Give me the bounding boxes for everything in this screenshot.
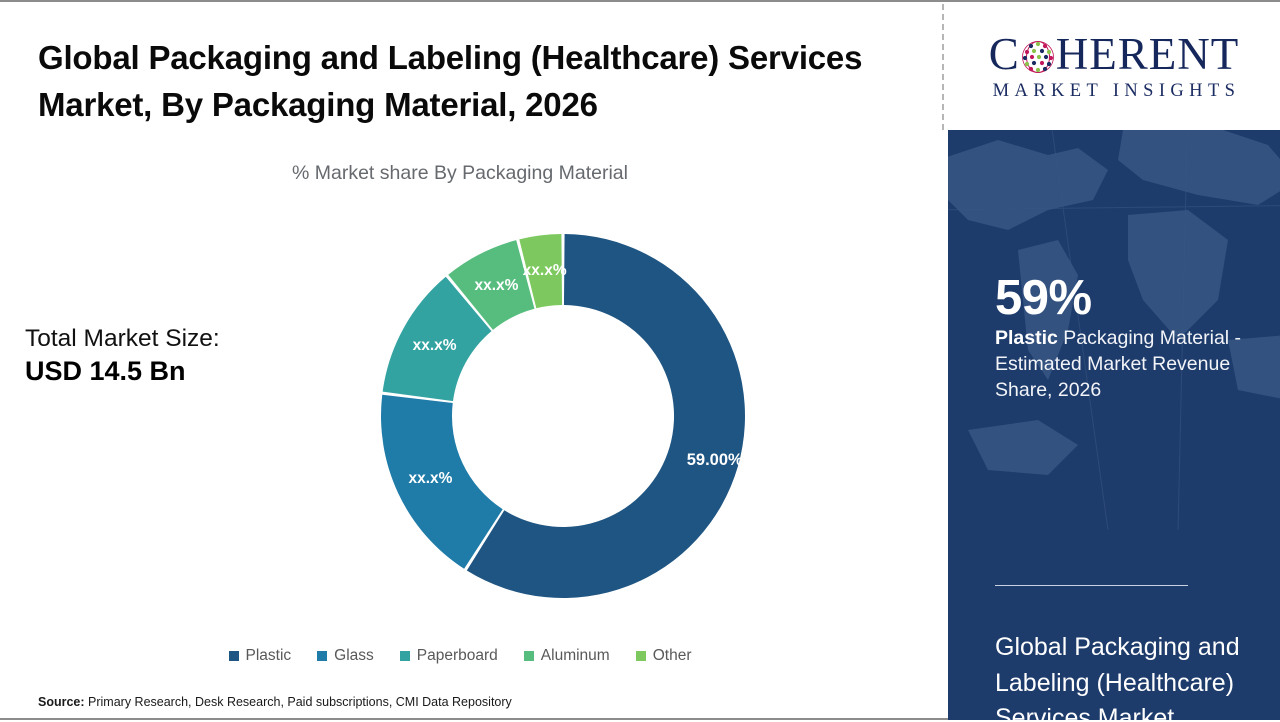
legend-label: Aluminum: [540, 647, 610, 664]
donut-slice-labels: 59.00%xx.x%xx.x%xx.x%xx.x%: [408, 262, 743, 487]
donut-slice-glass[interactable]: [381, 394, 503, 569]
legend-item-paperboard[interactable]: Paperboard: [399, 647, 498, 665]
donut-label-aluminum: xx.x%: [475, 277, 519, 294]
highlight-rule: [995, 585, 1188, 586]
donut-label-glass: xx.x%: [408, 470, 452, 487]
donut-label-other: xx.x%: [523, 262, 567, 279]
legend-swatch-plastic: [228, 651, 239, 661]
chart-subtitle: % Market share By Packaging Material: [292, 162, 628, 184]
legend-label: Plastic: [245, 647, 292, 664]
source-label: Source:: [38, 695, 85, 709]
highlight-description: Plastic Packaging Material - Estimated M…: [995, 326, 1257, 404]
legend-swatch-aluminum: [523, 651, 534, 661]
legend-item-other[interactable]: Other: [635, 647, 692, 665]
legend-swatch-glass: [317, 651, 328, 661]
world-map-texture: [948, 130, 1280, 530]
logo-tagline: MARKET INSIGHTS: [992, 81, 1241, 101]
donut-chart-svg: 59.00%xx.x%xx.x%xx.x%xx.x%: [381, 234, 745, 598]
highlight-panel: 59% Plastic Packaging Material - Estimat…: [948, 130, 1280, 720]
legend-label: Other: [652, 647, 692, 664]
source-note: Source: Primary Research, Desk Research,…: [38, 695, 512, 709]
logo-wordmark: C: [989, 32, 1240, 77]
highlight-market-name: Global Packaging and Labeling (Healthcar…: [995, 633, 1240, 720]
chart-panel: Global Packaging and Labeling (Healthcar…: [0, 2, 943, 722]
donut-chart: 59.00% xx.x% xx.x% xx.x% xx.x%: [372, 225, 754, 607]
source-text: Primary Research, Desk Research, Paid su…: [84, 695, 512, 709]
donut-label-plastic: 59.00%: [687, 451, 743, 469]
donut-label-paperboard: xx.x%: [413, 337, 457, 354]
donut-slice-aluminum[interactable]: [448, 240, 535, 330]
donut-slices: [381, 234, 745, 598]
donut-slice-paperboard[interactable]: [382, 276, 492, 402]
donut-slice-other[interactable]: [519, 234, 563, 309]
legend-item-plastic[interactable]: Plastic: [228, 647, 292, 665]
globe-sphere-icon: [1021, 40, 1054, 73]
highlight-content: 59% Plastic Packaging Material - Estimat…: [995, 130, 1260, 720]
highlight-description-rest: Packaging Material - Estimated Market Re…: [995, 327, 1242, 401]
panel-divider: [942, 4, 944, 130]
highlight-segment-name: Plastic: [995, 327, 1058, 349]
logo-letter-c: C: [988, 29, 1020, 79]
highlight-percent: 59%: [995, 271, 1092, 325]
legend-item-glass[interactable]: Glass: [317, 647, 374, 665]
total-market-size-value: USD 14.5 Bn: [25, 355, 186, 386]
brand-logo: C: [948, 4, 1280, 130]
legend-label: Paperboard: [416, 647, 498, 664]
total-market-size-label: Total Market Size:: [25, 325, 220, 352]
chart-legend: Plastic Glass Paperboard Aluminum Other: [0, 647, 920, 665]
legend-swatch-paperboard: [399, 651, 410, 661]
legend-item-aluminum[interactable]: Aluminum: [523, 647, 610, 665]
total-market-size-block: Total Market Size: USD 14.5 Bn: [25, 324, 355, 389]
donut-slice-plastic[interactable]: [466, 234, 745, 598]
legend-swatch-other: [635, 651, 646, 661]
logo-word-herent: HERENT: [1055, 29, 1240, 79]
page-title: Global Packaging and Labeling (Healthcar…: [38, 39, 863, 123]
legend-label: Glass: [334, 647, 374, 664]
